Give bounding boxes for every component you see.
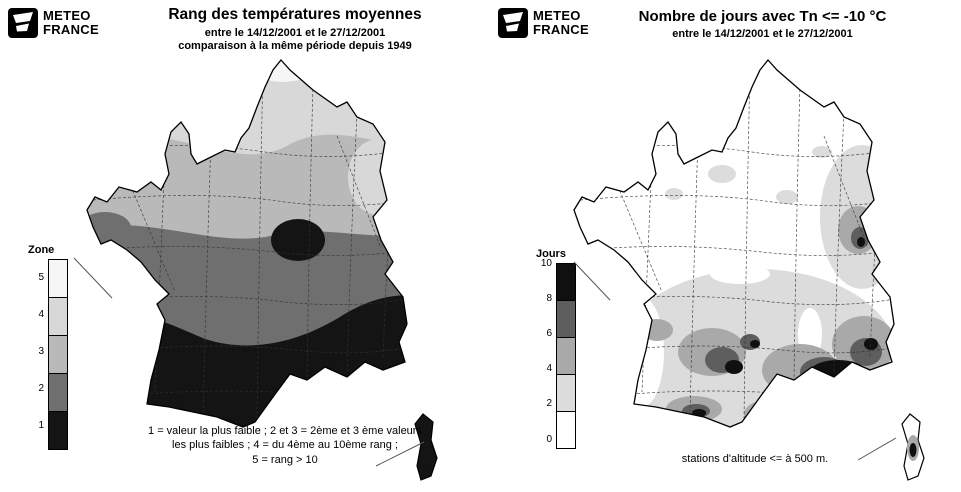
caption-line: stations d'altitude <= à 500 m. — [681, 453, 829, 465]
legend-swatch — [556, 374, 576, 412]
logo-line1: METEO — [43, 7, 91, 23]
logo-line1: METEO — [533, 7, 581, 23]
legend-label: 5 — [38, 272, 44, 283]
legend-label: 4 — [546, 363, 552, 374]
legend-label: 6 — [546, 328, 552, 339]
right-map-caption: stations d'altitude <= à 500 m. — [575, 452, 935, 466]
france-map-left — [86, 58, 438, 481]
legend-swatch — [556, 337, 576, 375]
caption-line: 1 = valeur la plus faible ; 2 et 3 = 2èm… — [148, 425, 422, 437]
legend-zone-labels: 5 4 3 2 1 — [28, 259, 44, 450]
legend-label: 0 — [546, 434, 552, 445]
france-map-right — [573, 58, 925, 481]
legend-jours-title: Jours — [536, 248, 566, 260]
legend-label: 8 — [546, 293, 552, 304]
legend-swatch — [556, 300, 576, 338]
legend-swatch — [48, 259, 68, 298]
legend-label: 1 — [38, 420, 44, 431]
left-map-caption: 1 = valeur la plus faible ; 2 et 3 = 2èm… — [90, 424, 480, 467]
legend-zone-title: Zone — [28, 244, 55, 256]
legend-swatch — [48, 297, 68, 336]
legend-zone-swatches — [48, 259, 68, 450]
department-borders — [89, 65, 407, 425]
meteo-france-logo-icon — [498, 8, 528, 38]
left-map-subtitle-period: entre le 14/12/2001 et le 27/12/2001 — [204, 27, 386, 39]
legend-jours-swatches — [556, 263, 576, 449]
legend-label: 2 — [546, 398, 552, 409]
legend-zone: Zone 5 4 3 2 1 — [28, 244, 68, 450]
meteo-france-logo-text: METEO FRANCE — [533, 7, 589, 37]
france-outline — [86, 58, 408, 428]
meteo-france-logo-text: METEO FRANCE — [43, 7, 99, 37]
right-map-title: Nombre de jours avec Tn <= -10 °C — [638, 8, 887, 25]
logo-line2: FRANCE — [533, 22, 589, 37]
meteo-france-logo-icon — [8, 8, 38, 38]
legend-label: 3 — [38, 346, 44, 357]
caption-line: les plus faibles ; 4 = du 4ème au 10ème … — [172, 439, 398, 452]
caption-line: 5 = rang > 10 — [252, 453, 318, 466]
left-map-header: Rang des températures moyennes entre le … — [110, 6, 480, 52]
legend-jours-labels: 10 8 6 4 2 0 — [536, 258, 552, 445]
corsica-frost-core — [909, 443, 917, 457]
legend-swatch — [48, 373, 68, 412]
legend-label: 4 — [38, 309, 44, 320]
legend-swatch — [48, 411, 68, 450]
right-map-subtitle-period: entre le 14/12/2001 et le 27/12/2001 — [672, 28, 853, 40]
legend-label: 2 — [38, 383, 44, 394]
legend-label: 10 — [540, 258, 552, 269]
left-map-subtitle-comparison: comparaison à la même période depuis 194… — [178, 40, 412, 52]
meteo-france-logo-right: METEO FRANCE — [498, 8, 589, 38]
frost-days-fills — [574, 60, 894, 427]
logo-line2: FRANCE — [43, 22, 99, 37]
legend-swatch — [556, 263, 576, 301]
right-map-header: Nombre de jours avec Tn <= -10 °C entre … — [590, 8, 935, 40]
legend-jours: Jours 10 8 6 4 2 0 — [536, 248, 576, 449]
legend-swatch — [556, 411, 576, 449]
france-outline — [573, 58, 895, 428]
meteo-france-logo-left: METEO FRANCE — [8, 8, 99, 38]
legend-swatch — [48, 335, 68, 374]
left-map-title: Rang des températures moyennes — [168, 6, 422, 23]
